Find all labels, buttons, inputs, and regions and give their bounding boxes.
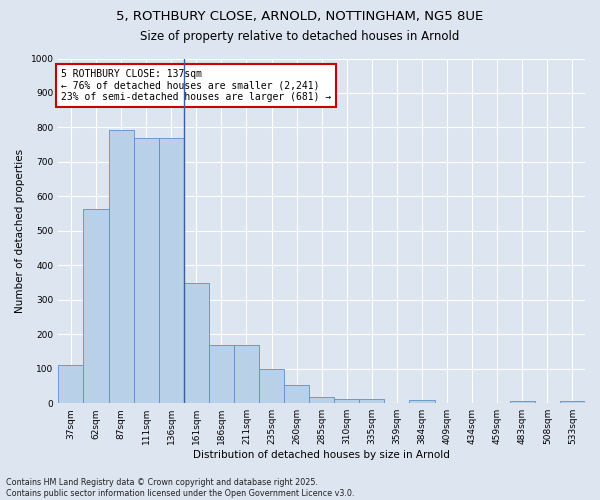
Bar [359,400,385,403]
Text: Size of property relative to detached houses in Arnold: Size of property relative to detached ho… [140,30,460,43]
Bar [83,210,109,403]
X-axis label: Distribution of detached houses by size in Arnold: Distribution of detached houses by size … [193,450,450,460]
Bar [409,400,434,403]
Text: 5 ROTHBURY CLOSE: 137sqm
← 76% of detached houses are smaller (2,241)
23% of sem: 5 ROTHBURY CLOSE: 137sqm ← 76% of detach… [61,69,331,102]
Bar [58,364,83,403]
Bar [234,346,259,403]
Text: Contains HM Land Registry data © Crown copyright and database right 2025.
Contai: Contains HM Land Registry data © Crown c… [6,478,355,498]
Bar [209,346,234,403]
Bar [134,138,159,403]
Bar [560,401,585,403]
Text: 5, ROTHBURY CLOSE, ARNOLD, NOTTINGHAM, NG5 8UE: 5, ROTHBURY CLOSE, ARNOLD, NOTTINGHAM, N… [116,10,484,23]
Bar [259,370,284,403]
Bar [284,386,309,403]
Bar [510,402,535,403]
Y-axis label: Number of detached properties: Number of detached properties [15,149,25,313]
Bar [184,283,209,403]
Bar [159,138,184,403]
Bar [309,397,334,403]
Bar [334,398,359,403]
Bar [109,130,134,403]
